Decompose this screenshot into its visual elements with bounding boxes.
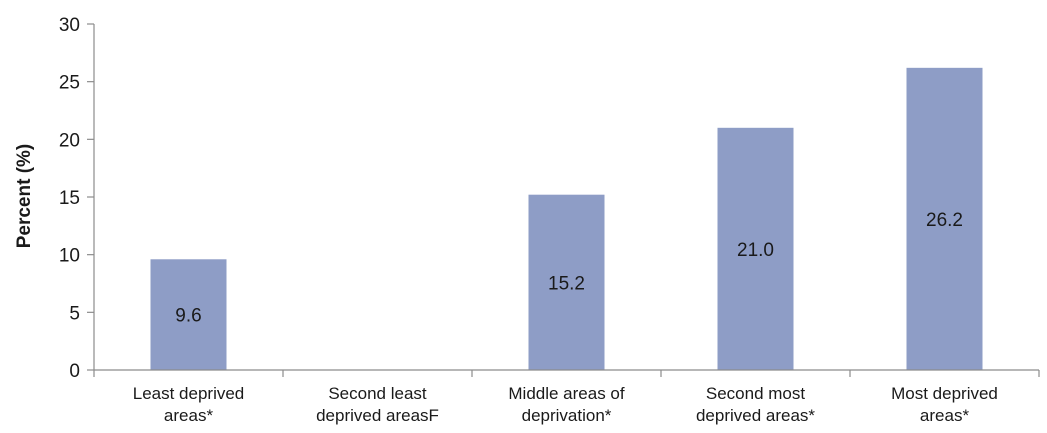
x-tick-label-line: Most deprived [891, 384, 998, 403]
x-tick-label-line: Middle areas of [508, 384, 625, 403]
x-axis-ticks: Least deprived areas* Second least deprived… [93, 370, 1040, 425]
y-tick-label: 0 [69, 361, 80, 382]
x-tick-label: Second least deprived areasF [316, 384, 439, 425]
y-axis-title-group: Percent (%) [14, 144, 35, 249]
x-tick-label-line: areas* [920, 406, 970, 425]
y-tick-label: 5 [69, 303, 80, 324]
y-tick-label: 10 [59, 246, 80, 267]
x-tick-label-line: areas* [164, 406, 214, 425]
data-label: 15.2 [548, 273, 585, 294]
x-tick-label: Least deprived areas* [133, 384, 245, 425]
y-axis-ticks: 0 5 10 15 20 25 30 [59, 15, 94, 382]
y-tick-label: 30 [59, 15, 80, 36]
x-tick-label: Second most deprived areas* [696, 384, 815, 425]
bar [528, 194, 605, 370]
data-label: 26.2 [926, 210, 963, 231]
x-tick-label-line: deprivation* [522, 406, 612, 425]
bar [150, 259, 227, 370]
x-tick-label: Middle areas of deprivation* [508, 384, 625, 425]
x-tick-label-line: Second most [706, 384, 805, 403]
x-tick-label-line: deprived areasF [316, 406, 439, 425]
x-tick-label-line: Least deprived [133, 384, 245, 403]
data-label: 9.6 [175, 306, 201, 327]
bar [906, 67, 983, 371]
x-tick-label-line: deprived areas* [696, 406, 815, 425]
x-tick-label-line: Second least [328, 384, 427, 403]
data-labels: 9.6 15.2 21.0 26.2 [175, 210, 963, 327]
y-tick-label: 25 [59, 73, 80, 94]
y-tick-label: 20 [59, 130, 80, 151]
y-axis-title: Percent (%) [14, 144, 35, 249]
bars [150, 67, 983, 371]
x-tick-label: Most deprived areas* [891, 384, 998, 425]
data-label: 21.0 [737, 240, 774, 261]
bar [717, 127, 794, 370]
axes [93, 24, 1039, 371]
y-tick-label: 15 [59, 188, 80, 209]
